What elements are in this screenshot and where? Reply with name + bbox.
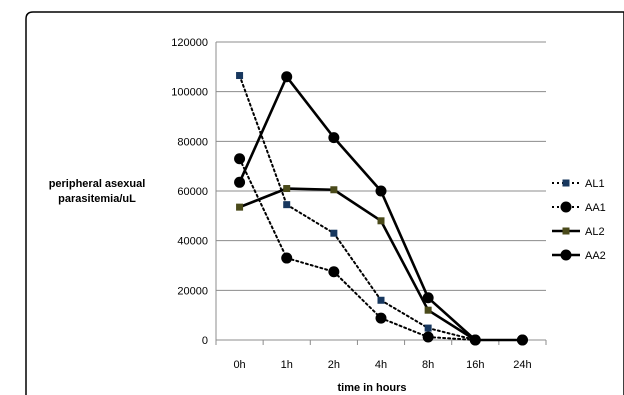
y-tick-label: 80000 — [177, 136, 208, 148]
series-line-segment — [285, 75, 336, 139]
series-line-segment — [332, 270, 382, 320]
series-line-segment — [426, 308, 477, 342]
data-point — [234, 176, 246, 188]
series-al2 — [236, 185, 479, 344]
series-line-segment — [379, 219, 430, 312]
data-point — [516, 334, 528, 346]
x-tick-label: 8h — [422, 359, 434, 371]
series-line-segment — [380, 299, 430, 330]
data-point — [281, 252, 293, 264]
series-line-segment — [238, 74, 288, 206]
x-tick-label: 1h — [281, 359, 293, 371]
data-point — [328, 266, 340, 278]
gridlines — [216, 41, 546, 291]
data-point — [424, 306, 432, 314]
data-point — [375, 185, 387, 197]
series-line-segment — [285, 203, 335, 235]
series-line-segment — [379, 189, 430, 300]
x-tick-label: 16h — [466, 359, 484, 371]
data-point — [375, 312, 387, 324]
y-axis-label-line-2: parasitemia/uL — [58, 193, 136, 205]
series-al1 — [236, 72, 479, 344]
legend-marker — [560, 249, 572, 261]
data-point — [234, 153, 246, 165]
series-group — [234, 71, 528, 346]
legend-item-aa1: AA1 — [552, 201, 606, 214]
y-axis-label-line-1: peripheral asexual — [49, 178, 146, 190]
y-tick-label: 60000 — [177, 186, 208, 198]
data-point — [283, 185, 291, 193]
legend-label: AL2 — [585, 226, 605, 238]
x-tick-label: 2h — [328, 359, 340, 371]
data-point — [328, 132, 340, 144]
series-line-segment — [332, 188, 383, 223]
y-tick-label: 120000 — [171, 37, 208, 49]
y-tick-label: 100000 — [171, 87, 208, 99]
series-line-segment — [285, 257, 335, 273]
legend-item-aa2: AA2 — [552, 249, 606, 262]
y-tick-label: 20000 — [177, 285, 208, 297]
y-tick-label: 0 — [202, 335, 208, 347]
data-point — [469, 334, 481, 346]
series-line-segment — [427, 336, 477, 341]
series-line-segment — [285, 187, 336, 192]
x-tick-label: 0h — [233, 359, 245, 371]
legend-marker — [562, 227, 570, 235]
series-line-segment — [332, 136, 383, 193]
data-point — [281, 71, 293, 83]
legend-label: AL1 — [585, 178, 605, 190]
series-aa1 — [234, 153, 528, 346]
legend-label: AA1 — [585, 202, 606, 214]
x-tick-label: 24h — [513, 359, 531, 371]
data-point — [424, 324, 432, 332]
legend-item-al2: AL2 — [552, 226, 605, 238]
series-line-segment — [332, 232, 382, 302]
data-point — [236, 203, 244, 211]
data-point — [330, 229, 338, 237]
series-line-segment — [426, 296, 477, 342]
x-tick-label: 4h — [375, 359, 387, 371]
data-point — [283, 201, 291, 209]
legend-item-al1: AL1 — [552, 178, 605, 190]
y-axis-label: peripheral asexual parasitemia/uL — [49, 178, 146, 205]
y-tick-label: 40000 — [177, 236, 208, 248]
data-point — [377, 296, 385, 304]
series-line-segment — [427, 327, 477, 341]
legend: AL1 AA1 AL2 AA2 — [552, 178, 606, 262]
series-line-segment — [238, 75, 289, 184]
chart-border — [25, 11, 624, 395]
legend-label: AA2 — [585, 250, 606, 262]
series-aa2 — [234, 71, 528, 346]
legend-marker — [560, 201, 572, 213]
series-line-segment — [380, 317, 430, 339]
y-tick-labels: 0 20000 40000 60000 80000 100000 120000 — [171, 37, 208, 347]
data-point — [330, 186, 338, 194]
x-axis-label: time in hours — [337, 382, 406, 394]
x-tick-labels: 0h 1h 2h 4h 8h 16h 24h — [233, 359, 531, 371]
legend-marker — [562, 179, 570, 187]
series-line-segment — [238, 187, 289, 209]
series-line-segment — [238, 157, 288, 260]
data-point — [422, 331, 434, 343]
data-point — [377, 217, 385, 225]
data-point — [236, 72, 244, 80]
data-point — [422, 292, 434, 304]
